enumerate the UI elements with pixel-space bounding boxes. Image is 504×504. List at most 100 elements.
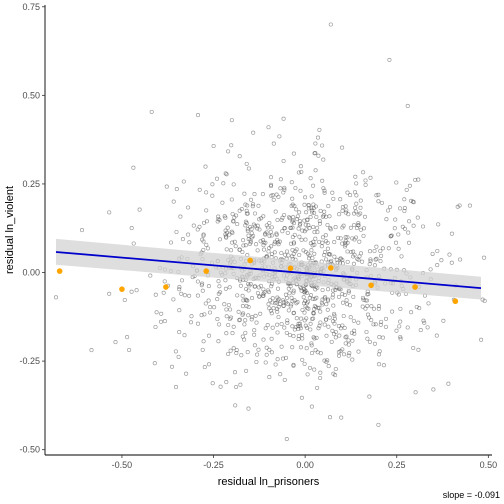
scatter-point bbox=[256, 203, 261, 208]
scatter-point bbox=[340, 241, 345, 246]
scatter-point bbox=[286, 253, 291, 258]
scatter-point bbox=[263, 360, 268, 365]
scatter-point bbox=[292, 298, 297, 303]
scatter-point bbox=[340, 347, 345, 352]
scatter-point bbox=[315, 230, 320, 235]
scatter-point bbox=[332, 316, 337, 321]
outlier-point bbox=[405, 103, 410, 109]
scatter-point bbox=[398, 206, 403, 211]
scatter-point bbox=[173, 349, 178, 354]
scatter-point bbox=[215, 297, 220, 302]
scatter-point bbox=[288, 304, 293, 309]
scatter-point bbox=[243, 318, 248, 323]
scatter-point bbox=[302, 361, 307, 366]
scatter-point bbox=[322, 322, 327, 327]
scatter-point bbox=[164, 184, 169, 189]
scatter-point bbox=[277, 134, 282, 139]
scatter-point bbox=[257, 294, 262, 299]
scatter-point bbox=[255, 226, 260, 231]
scatter-point bbox=[211, 143, 216, 149]
scatter-point bbox=[212, 305, 217, 310]
scatter-point bbox=[261, 214, 266, 219]
scatter-point bbox=[204, 219, 210, 224]
scatter-point bbox=[237, 154, 242, 159]
scatter-point bbox=[376, 362, 382, 367]
scatter-point bbox=[320, 302, 325, 307]
y-axis-title: residual ln_violent bbox=[4, 186, 16, 274]
scatter-point bbox=[283, 292, 288, 297]
scatter-point bbox=[223, 286, 228, 291]
scatter-point bbox=[244, 298, 249, 303]
scatter-point bbox=[283, 355, 289, 360]
scatter-point bbox=[250, 204, 255, 209]
scatter-point bbox=[295, 300, 300, 305]
scatter-point bbox=[378, 248, 383, 253]
scatter-point bbox=[343, 335, 348, 340]
scatter-point bbox=[149, 109, 154, 114]
scatter-point bbox=[154, 310, 159, 315]
scatter-point bbox=[253, 313, 258, 318]
scatter-point bbox=[367, 262, 372, 267]
scatter-point bbox=[275, 322, 280, 327]
scatter-point bbox=[295, 214, 300, 219]
scatter-point bbox=[261, 293, 266, 298]
scatter-point bbox=[333, 335, 338, 340]
scatter-point bbox=[288, 284, 293, 289]
scatter-point bbox=[374, 256, 379, 261]
y-tick-label: 0.00 bbox=[22, 268, 40, 278]
scatter-point bbox=[353, 205, 358, 210]
scatter-point bbox=[216, 339, 221, 344]
scatter-point bbox=[304, 210, 309, 215]
scatter-point bbox=[269, 311, 274, 316]
scatter-point bbox=[307, 253, 312, 258]
scatter-point bbox=[309, 194, 314, 199]
scatter-point bbox=[351, 261, 356, 266]
scatter-point bbox=[287, 332, 292, 338]
scatter-point bbox=[305, 217, 310, 222]
outlier-point bbox=[387, 57, 392, 62]
scatter-point bbox=[355, 256, 360, 261]
scatter-point bbox=[191, 223, 196, 228]
scatter-point bbox=[182, 293, 187, 298]
outlier-point bbox=[229, 118, 234, 123]
scatter-point bbox=[242, 191, 247, 196]
scatter-point bbox=[267, 375, 272, 380]
scatter-point bbox=[240, 312, 245, 317]
scatter-point bbox=[363, 178, 368, 183]
scatter-point bbox=[344, 334, 349, 339]
scatter-point bbox=[409, 198, 414, 203]
y-tick-label: 0.25 bbox=[22, 179, 40, 189]
scatter-point bbox=[369, 304, 374, 309]
scatter-point bbox=[369, 318, 374, 323]
scatter-point bbox=[312, 242, 317, 247]
scatter-point bbox=[381, 363, 386, 368]
outlier-point bbox=[53, 295, 59, 300]
scatter-point bbox=[436, 222, 441, 227]
scatter-point bbox=[264, 345, 269, 350]
binned-point bbox=[247, 257, 253, 264]
scatter-point bbox=[346, 338, 351, 343]
scatter-point bbox=[394, 328, 399, 333]
scatter-point bbox=[159, 311, 164, 316]
scatter-point bbox=[372, 248, 377, 254]
scatter-point bbox=[340, 292, 345, 297]
scatter-point bbox=[346, 288, 351, 294]
scatter-point bbox=[388, 233, 393, 239]
scatter-point bbox=[234, 350, 239, 356]
scatter-point bbox=[216, 214, 221, 219]
scatter-point bbox=[216, 279, 221, 284]
scatter-point bbox=[268, 298, 273, 303]
scatter-point bbox=[379, 200, 385, 205]
slope-caption: slope = -0.091 bbox=[443, 490, 500, 500]
scatter-point bbox=[411, 223, 416, 228]
scatter-point bbox=[228, 307, 233, 312]
scatter-point bbox=[327, 415, 333, 420]
scatter-point bbox=[349, 249, 354, 255]
scatter-point bbox=[336, 294, 342, 299]
scatter-point bbox=[79, 228, 85, 233]
scatter-point bbox=[356, 320, 361, 325]
binned-point bbox=[163, 284, 169, 290]
scatter-point bbox=[356, 221, 361, 226]
scatter-point bbox=[308, 327, 313, 332]
scatter-point bbox=[244, 221, 249, 226]
